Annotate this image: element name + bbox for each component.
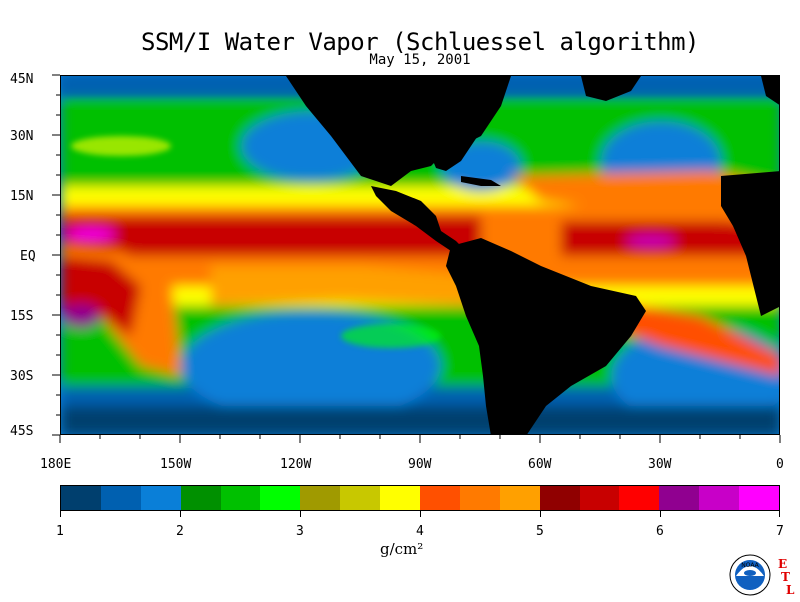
etl-letter: E <box>778 557 787 571</box>
colorbar-tick-label: 6 <box>656 524 664 539</box>
colorbar-swatch <box>100 486 141 510</box>
etl-letter: T <box>781 570 790 584</box>
colorbar <box>60 485 780 511</box>
lat-label: 15N <box>10 189 34 204</box>
colorbar-swatch <box>220 486 261 510</box>
colorbar-tick-label: 1 <box>56 524 64 539</box>
colorbar-swatch <box>739 486 780 510</box>
colorbar-tick <box>180 511 181 517</box>
colorbar-tick <box>420 511 421 517</box>
map-title: SSM/I Water Vapor (Schluessel algorithm) <box>141 28 699 56</box>
noaa-emblem-icon: NOAA E T L <box>729 554 795 597</box>
colorbar-swatch <box>260 486 301 510</box>
water-vapor-field <box>61 76 779 434</box>
colorbar-swatch <box>180 486 221 510</box>
colorbar-swatch <box>619 486 660 510</box>
colorbar-unit-label: g/cm² <box>380 540 424 558</box>
lat-label: 30N <box>10 129 34 144</box>
colorbar-tick <box>540 511 541 517</box>
map-date: May 15, 2001 <box>369 52 471 68</box>
water-vapor-map <box>60 75 780 435</box>
lon-label: 0 <box>776 457 784 472</box>
lon-label: 180E <box>40 457 72 472</box>
colorbar-swatch <box>380 486 421 510</box>
etl-letter: L <box>786 583 795 597</box>
lat-label: 15S <box>10 309 34 324</box>
colorbar-tick-label: 2 <box>176 524 184 539</box>
lon-label: 90W <box>408 457 432 472</box>
colorbar-swatch <box>579 486 620 510</box>
colorbar-tick-label: 4 <box>416 524 424 539</box>
lat-label: 45S <box>10 424 34 439</box>
colorbar-tick <box>300 511 301 517</box>
colorbar-swatch <box>459 486 500 510</box>
lat-label: 45N <box>10 72 34 87</box>
colorbar-swatch <box>499 486 540 510</box>
lon-label: 30W <box>648 457 672 472</box>
lat-label: 30S <box>10 369 34 384</box>
colorbar-tick-label: 5 <box>536 524 544 539</box>
colorbar-tick <box>779 511 780 517</box>
colorbar-swatch <box>300 486 341 510</box>
lat-label: EQ <box>20 249 36 264</box>
lon-label: 150W <box>160 457 192 472</box>
colorbar-swatch <box>699 486 740 510</box>
lon-label: 60W <box>528 457 552 472</box>
colorbar-swatch <box>140 486 181 510</box>
colorbar-swatch <box>659 486 700 510</box>
noaa-etl-logo: NOAA E T L <box>728 552 798 598</box>
colorbar-swatch <box>340 486 381 510</box>
colorbar-swatch <box>61 486 101 510</box>
colorbar-swatch <box>539 486 580 510</box>
colorbar-tick-label: 3 <box>296 524 304 539</box>
colorbar-tick <box>660 511 661 517</box>
lon-label: 120W <box>280 457 312 472</box>
noaa-logo-text: NOAA <box>741 562 759 569</box>
colorbar-swatch <box>420 486 460 510</box>
colorbar-tick-label: 7 <box>776 524 784 539</box>
colorbar-tick <box>60 511 61 517</box>
